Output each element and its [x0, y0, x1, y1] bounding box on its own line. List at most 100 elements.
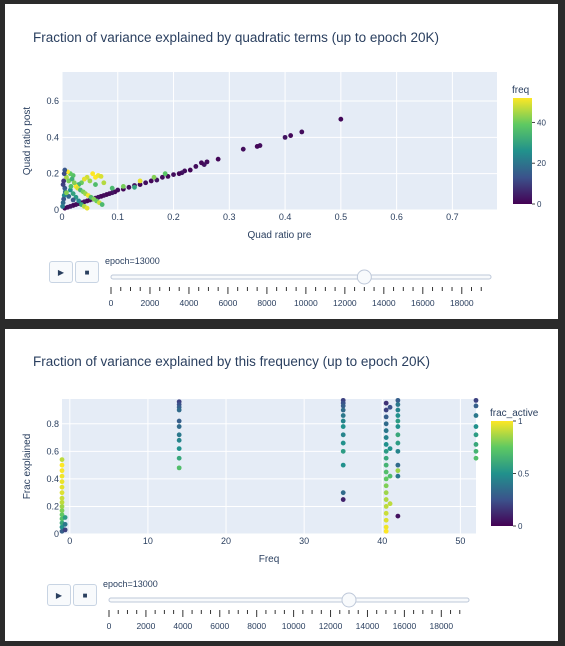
slider-tick-label: 12000 — [333, 298, 357, 308]
data-point — [61, 178, 67, 184]
data-point — [395, 448, 401, 454]
colorbar-tick-label: 0 — [537, 200, 542, 209]
colorbar — [491, 421, 513, 526]
data-point — [395, 402, 401, 407]
data-point — [62, 185, 68, 191]
slider-tick-label: 18000 — [429, 621, 453, 631]
data-point — [395, 413, 401, 418]
data-point — [383, 455, 389, 461]
x-tick-label: 0 — [59, 212, 64, 222]
data-point — [473, 403, 479, 409]
slider-handle[interactable] — [341, 592, 357, 608]
colorbar-tick-label: 20 — [537, 159, 546, 168]
data-point — [299, 129, 305, 135]
data-point — [395, 440, 401, 446]
pause-button[interactable]: ■ — [75, 261, 99, 283]
play-button[interactable]: ▶ — [49, 261, 73, 283]
data-point — [126, 184, 132, 190]
y-tick-label: 0.6 — [46, 446, 59, 456]
chart-title: Fraction of variance explained by quadra… — [33, 30, 439, 45]
data-point — [395, 432, 401, 438]
data-point — [81, 176, 87, 182]
slider-tick-label: 4000 — [179, 298, 198, 308]
data-point — [62, 167, 68, 173]
data-point — [340, 497, 346, 502]
data-point — [383, 490, 389, 496]
data-point — [176, 465, 182, 471]
play-button[interactable]: ▶ — [47, 584, 71, 606]
data-point — [282, 134, 288, 140]
x-tick-label: 20 — [221, 536, 231, 546]
data-point — [383, 510, 389, 516]
slider-tick-label: 14000 — [356, 621, 380, 631]
data-point — [143, 180, 149, 186]
data-point — [383, 528, 389, 534]
data-point — [387, 501, 393, 507]
data-point — [395, 397, 401, 403]
data-point — [340, 440, 346, 446]
data-point — [383, 462, 389, 468]
slider-label-prefix: epoch= — [105, 256, 135, 266]
pause-button[interactable]: ■ — [73, 584, 97, 606]
slider-tick-label: 8000 — [247, 621, 266, 631]
data-point — [383, 504, 389, 509]
data-point — [176, 424, 182, 429]
chart-panel-frequency: Fraction of variance explained by this f… — [5, 329, 558, 641]
data-point — [338, 116, 344, 122]
data-point — [61, 196, 67, 202]
data-point — [59, 524, 65, 530]
data-point — [383, 469, 389, 475]
x-tick-label: 50 — [455, 536, 465, 546]
data-point — [383, 428, 389, 434]
data-point — [66, 193, 72, 199]
data-point — [137, 178, 143, 184]
data-point — [387, 404, 393, 410]
slider-handle[interactable] — [356, 269, 372, 285]
colorbar-title: freq — [512, 85, 529, 96]
data-point — [176, 407, 182, 413]
data-point — [64, 174, 69, 180]
slider-tick-label: 16000 — [411, 298, 435, 308]
plot-background — [62, 399, 476, 534]
y-tick-label: 0.6 — [46, 96, 59, 106]
data-point — [187, 167, 193, 173]
data-point — [60, 203, 65, 209]
data-point — [171, 172, 176, 177]
slider-tick-label: 2000 — [141, 298, 160, 308]
slider-tick-label: 14000 — [372, 298, 396, 308]
data-point — [176, 455, 182, 461]
data-point — [340, 418, 346, 424]
data-point — [99, 202, 105, 207]
data-point — [137, 182, 143, 187]
slider-track — [108, 597, 470, 603]
data-point — [59, 504, 65, 509]
data-point — [162, 171, 168, 177]
data-point — [62, 527, 68, 533]
data-point — [395, 513, 401, 519]
x-tick-label: 0.1 — [112, 212, 125, 222]
data-point — [76, 198, 82, 204]
x-tick-label: 0.6 — [390, 212, 403, 222]
data-point — [395, 468, 401, 474]
data-point — [93, 182, 98, 187]
data-point — [176, 437, 182, 443]
y-tick-label: 0.4 — [46, 474, 59, 484]
data-point — [383, 421, 389, 427]
data-point — [193, 164, 199, 169]
data-point — [340, 432, 346, 438]
data-point — [473, 448, 479, 454]
slider-tick-label: 10000 — [282, 621, 306, 631]
data-point — [59, 462, 65, 468]
data-point — [473, 442, 479, 447]
scatter-chart-quadratic[interactable]: 0 0.1 0.2 0.3 0.4 0.5 0.6 0.7 0 0.2 0.4 0.6 Quad rat… — [5, 4, 558, 319]
x-tick-label: 0 — [67, 536, 72, 546]
x-tick-label: 0.5 — [335, 212, 348, 222]
data-point — [59, 484, 65, 490]
x-axis-label: Quad ratio pre — [248, 230, 312, 241]
data-point — [340, 413, 346, 418]
data-point — [473, 397, 479, 403]
y-tick-label: 0.8 — [46, 419, 59, 429]
data-point — [395, 424, 401, 429]
colorbar-tick-label: 40 — [537, 118, 546, 127]
